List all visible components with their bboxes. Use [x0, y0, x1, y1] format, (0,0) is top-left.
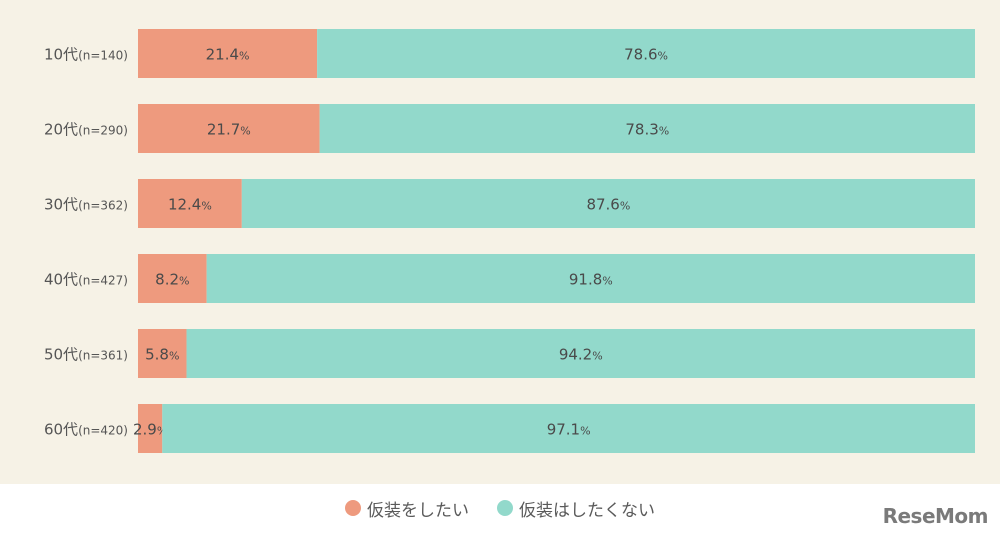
data-label: 91.8% — [569, 271, 613, 289]
bar-segment-want — [138, 179, 242, 228]
data-label: 21.7% — [207, 121, 251, 139]
stacked-bar-chart: 10代(n=140) 21.4% 78.6% 20代(n=290) 21.7% 78.3%… — [44, 29, 976, 453]
category-label: 10代(n=140) — [44, 46, 128, 64]
legend-label-want-costume: 仮装をしたい — [367, 500, 469, 521]
data-label: 12.4% — [168, 196, 212, 214]
data-label: 87.6% — [586, 196, 630, 214]
bar-segment-no — [186, 329, 975, 378]
legend-swatch-no-costume — [497, 500, 513, 516]
data-label: 94.2% — [559, 346, 603, 364]
data-label: 78.3% — [625, 121, 669, 139]
data-label: 5.8% — [145, 346, 179, 364]
legend-item-want-costume: 仮装をしたい — [345, 496, 469, 521]
bar-segment-no — [317, 29, 975, 78]
category-label: 20代(n=290) — [44, 121, 128, 139]
data-label: 78.6% — [624, 46, 668, 64]
bar-segment-want — [138, 404, 163, 453]
chart-panel: 10代(n=140) 21.4% 78.6% 20代(n=290) 21.7% 78.3%… — [0, 0, 1000, 484]
chart-legend: 仮装をしたい 仮装はしたくない — [0, 490, 1000, 526]
data-label: 8.2% — [155, 271, 189, 289]
category-label: 40代(n=427) — [44, 271, 128, 289]
bar-segment-want — [138, 254, 207, 303]
bar-segment-want — [138, 329, 187, 378]
legend-label-no-costume: 仮装はしたくない — [519, 500, 655, 521]
legend-swatch-want-costume — [345, 500, 361, 516]
bar-segment-no — [241, 179, 976, 228]
bar-segment-want — [138, 29, 318, 78]
bar-segment-no — [162, 404, 975, 453]
category-label: 30代(n=362) — [44, 196, 128, 214]
bar-segment-want — [138, 104, 320, 153]
bar-segment-no — [206, 254, 975, 303]
data-label: 97.1% — [547, 421, 591, 439]
data-label: 2.9% — [133, 421, 167, 439]
legend-item-no-costume: 仮装はしたくない — [497, 496, 655, 521]
resemom-logo: ReseMom — [882, 504, 989, 528]
category-label: 60代(n=420) — [44, 421, 128, 439]
category-label: 50代(n=361) — [44, 346, 128, 364]
data-label: 21.4% — [206, 46, 250, 64]
bar-segment-no — [319, 104, 975, 153]
